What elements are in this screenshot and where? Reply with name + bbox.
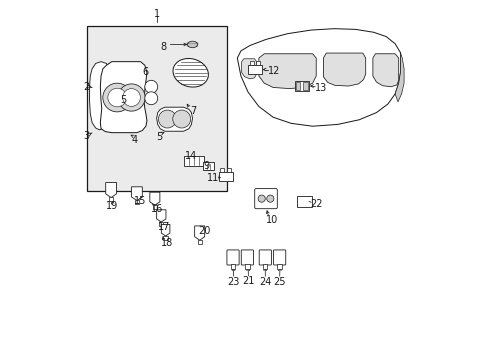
- Ellipse shape: [187, 41, 197, 48]
- Bar: [219, 172, 232, 181]
- Bar: [184, 156, 203, 166]
- Text: 8: 8: [161, 42, 166, 52]
- Polygon shape: [131, 187, 142, 201]
- Circle shape: [258, 195, 265, 202]
- Polygon shape: [258, 54, 316, 89]
- Text: 23: 23: [227, 277, 240, 287]
- Bar: [220, 168, 224, 172]
- Text: 1: 1: [153, 9, 160, 19]
- Text: 3: 3: [83, 131, 90, 141]
- Bar: [159, 222, 163, 226]
- FancyBboxPatch shape: [273, 250, 285, 265]
- FancyBboxPatch shape: [254, 189, 277, 209]
- Bar: [152, 205, 157, 209]
- FancyBboxPatch shape: [259, 250, 271, 265]
- Bar: [294, 81, 308, 91]
- Polygon shape: [156, 210, 165, 222]
- Text: 20: 20: [198, 226, 210, 236]
- Text: 21: 21: [242, 276, 254, 287]
- Circle shape: [172, 110, 190, 128]
- Circle shape: [122, 89, 140, 106]
- Polygon shape: [161, 225, 169, 236]
- Circle shape: [102, 83, 131, 112]
- Polygon shape: [194, 226, 204, 240]
- Circle shape: [144, 92, 158, 105]
- Text: 19: 19: [106, 201, 119, 211]
- Text: 10: 10: [266, 215, 278, 225]
- Text: 17: 17: [157, 222, 170, 231]
- Circle shape: [144, 80, 158, 93]
- Ellipse shape: [173, 58, 208, 87]
- Bar: [197, 240, 202, 244]
- Bar: [263, 264, 267, 269]
- Bar: [203, 162, 214, 170]
- Text: 14: 14: [184, 150, 197, 161]
- Polygon shape: [394, 53, 403, 102]
- Text: 13: 13: [314, 83, 326, 93]
- Polygon shape: [372, 54, 398, 87]
- FancyBboxPatch shape: [241, 250, 253, 265]
- Bar: [303, 82, 307, 90]
- Text: 7: 7: [190, 106, 196, 116]
- Text: 16: 16: [150, 204, 163, 214]
- Polygon shape: [156, 107, 192, 131]
- Polygon shape: [100, 62, 147, 133]
- Bar: [244, 264, 249, 269]
- Polygon shape: [105, 183, 116, 198]
- Bar: [248, 65, 262, 74]
- Bar: [109, 197, 113, 201]
- Polygon shape: [241, 59, 256, 79]
- FancyBboxPatch shape: [226, 250, 239, 265]
- Text: 2: 2: [82, 82, 89, 92]
- Text: 12: 12: [267, 66, 280, 76]
- Bar: [226, 168, 230, 172]
- Circle shape: [118, 84, 145, 111]
- Circle shape: [266, 195, 273, 202]
- Text: 25: 25: [273, 277, 285, 287]
- Bar: [297, 197, 312, 207]
- Text: 4: 4: [131, 135, 137, 145]
- Text: 11: 11: [206, 173, 219, 183]
- Bar: [230, 264, 235, 269]
- Polygon shape: [149, 192, 160, 205]
- Text: 22: 22: [310, 199, 323, 210]
- Bar: [295, 82, 300, 90]
- Circle shape: [108, 88, 126, 107]
- Polygon shape: [89, 62, 109, 130]
- Text: 5: 5: [156, 132, 163, 142]
- Bar: [256, 62, 260, 65]
- Polygon shape: [323, 53, 365, 86]
- Bar: [277, 264, 281, 269]
- Text: 15: 15: [134, 196, 146, 206]
- Bar: [135, 200, 139, 204]
- Text: 24: 24: [259, 277, 271, 287]
- Text: 5: 5: [120, 95, 126, 105]
- Polygon shape: [237, 29, 400, 126]
- Bar: [249, 62, 253, 65]
- Circle shape: [158, 110, 176, 128]
- Text: 6: 6: [142, 67, 148, 77]
- Text: 18: 18: [160, 238, 172, 248]
- Bar: [163, 235, 167, 239]
- Bar: [86, 26, 226, 191]
- Text: 9: 9: [203, 161, 209, 171]
